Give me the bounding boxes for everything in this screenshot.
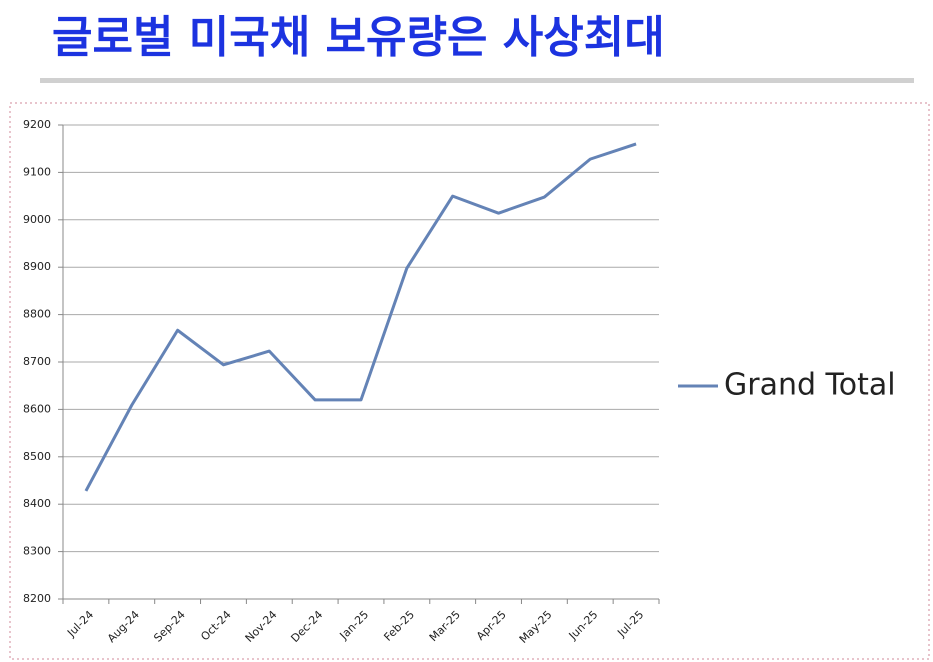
- x-tick-label: Feb-25: [381, 608, 417, 644]
- data-line: [84, 142, 637, 492]
- legend-label: Grand Total: [724, 368, 896, 403]
- x-tick-label: Jul-24: [64, 608, 96, 640]
- y-tick-label: 9100: [23, 165, 51, 178]
- x-tick-label: Dec-24: [288, 608, 325, 645]
- x-tick-label: Sep-24: [151, 608, 188, 645]
- y-tick-label: 8200: [23, 592, 51, 605]
- title-underline: [40, 78, 914, 83]
- y-tick-label: 8800: [23, 308, 51, 321]
- x-tick-label: May-25: [517, 608, 555, 646]
- y-tick-label: 8700: [23, 355, 51, 368]
- x-tick-label: Nov-24: [243, 608, 280, 645]
- y-tick-label: 8300: [23, 545, 51, 558]
- x-tick-label: Oct-24: [198, 608, 233, 643]
- y-tick-label: 9200: [23, 118, 51, 131]
- x-tick-label: Apr-25: [474, 608, 509, 643]
- slide-title: 글로벌 미국채 보유량은 사상최대: [52, 12, 665, 63]
- y-tick-label: 8500: [23, 450, 51, 463]
- y-tick-label: 8900: [23, 260, 51, 273]
- y-tick-label: 8600: [23, 402, 51, 415]
- x-tick-label: Jan-25: [337, 608, 372, 643]
- x-tick-label: Jul-25: [614, 608, 646, 640]
- y-tick-label: 9000: [23, 213, 51, 226]
- chart-frame: [9, 102, 930, 660]
- x-tick-label: Aug-24: [105, 608, 142, 645]
- y-tick-label: 8400: [23, 497, 51, 510]
- x-tick-label: Mar-25: [427, 608, 463, 644]
- x-tick-label: Jun-25: [566, 608, 601, 643]
